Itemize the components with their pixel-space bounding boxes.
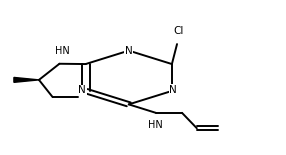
Text: Cl: Cl <box>173 26 183 36</box>
Text: N: N <box>169 85 177 95</box>
Text: N: N <box>78 85 86 95</box>
Text: N: N <box>125 46 133 56</box>
Text: HN: HN <box>55 46 70 56</box>
Polygon shape <box>14 78 39 82</box>
Text: HN: HN <box>148 120 163 130</box>
